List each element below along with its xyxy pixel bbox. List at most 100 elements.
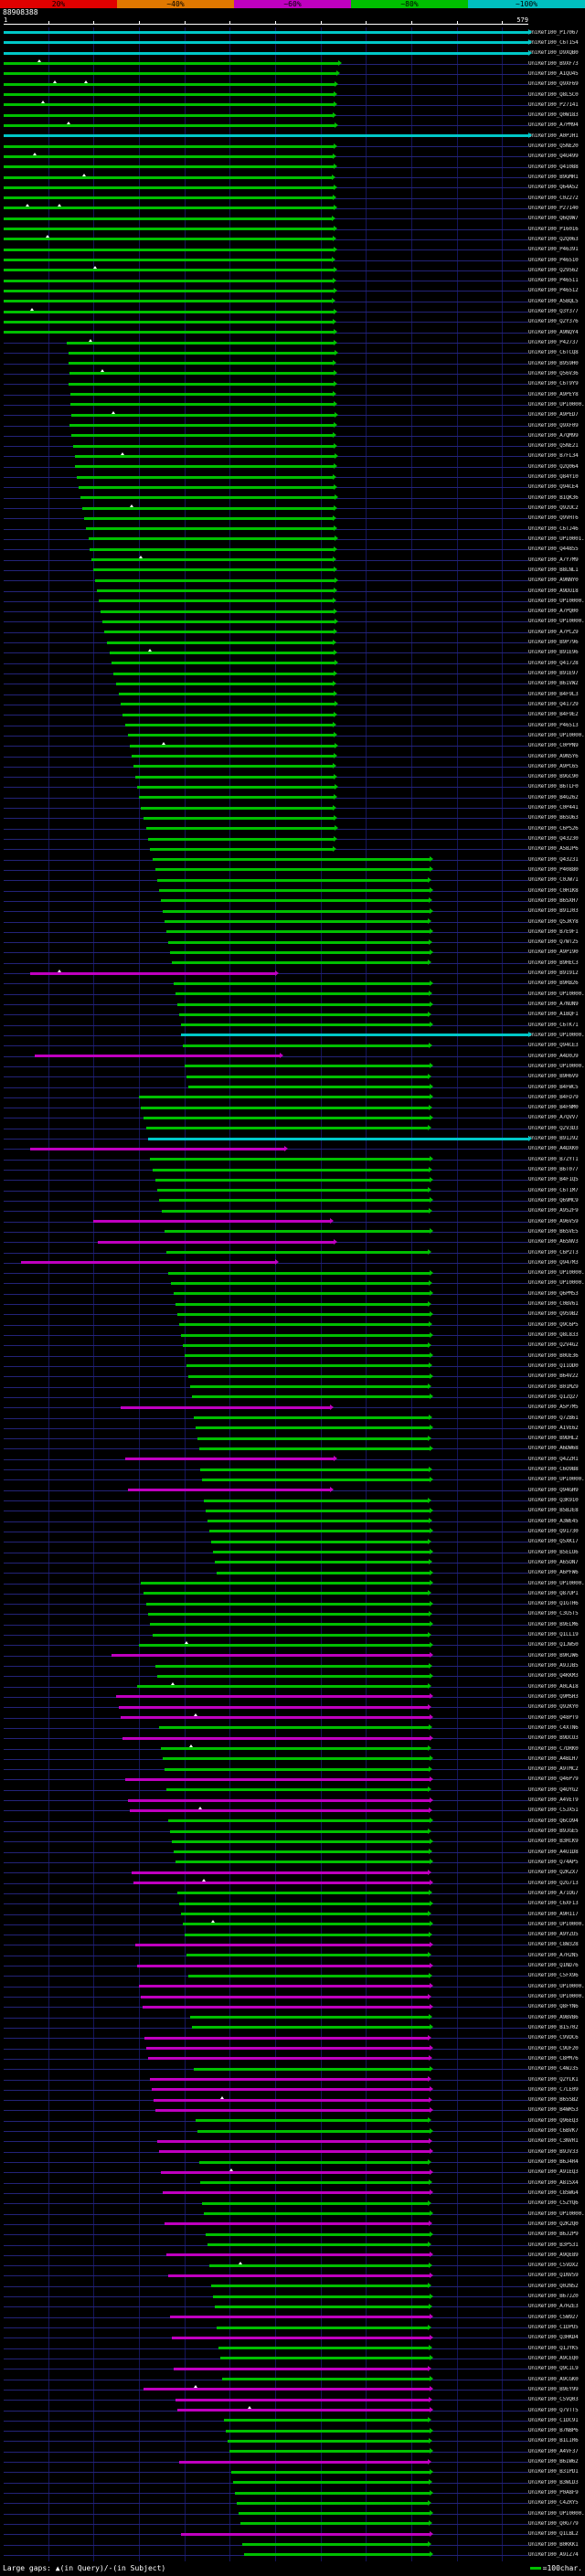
hit-label[interactable]: UniRef100_B8LNL1 (528, 567, 579, 573)
hit-bar[interactable] (226, 2427, 433, 2433)
hit-label[interactable]: UniRef100_C4XTN6 (528, 1724, 579, 1731)
hit-bar[interactable] (140, 1580, 433, 1586)
hit-bar[interactable] (207, 1518, 432, 1524)
hit-label[interactable]: UniRef100_B9ELM6 (528, 1621, 579, 1627)
hit-bar[interactable] (138, 1983, 433, 1989)
hit-bar[interactable] (145, 825, 339, 832)
hit-label[interactable]: UniRef100_A9TMC2 (528, 1766, 579, 1773)
hit-bar[interactable] (206, 2231, 433, 2237)
hit-label[interactable]: UniRef100_C3NVR1 (528, 2138, 579, 2145)
hit-bar[interactable] (176, 1001, 433, 1007)
hit-bar[interactable] (107, 639, 337, 645)
hit-label[interactable]: UniRef100_Q1JW50 (528, 1642, 579, 1648)
hit-label[interactable]: UniRef100_A7PQ00 (528, 609, 579, 615)
hit-label[interactable]: UniRef100_B9GC90 (528, 774, 579, 780)
hit-bar[interactable] (147, 1610, 432, 1617)
hit-bar[interactable] (171, 2334, 433, 2340)
hit-bar[interactable] (176, 1310, 433, 1317)
hit-bar[interactable] (176, 2406, 433, 2413)
hit-label[interactable]: UniRef100_B4F9E2 (528, 712, 579, 718)
hit-bar[interactable] (4, 152, 337, 159)
hit-bar[interactable] (151, 2086, 433, 2093)
hit-bar[interactable] (158, 2148, 433, 2155)
hit-label[interactable]: UniRef100_C6T9Y9 (528, 381, 579, 387)
hit-label[interactable]: UniRef100_B7E9F1 (528, 928, 579, 935)
hit-label[interactable]: UniRef100_C9VDC6 (528, 2035, 579, 2041)
hit-bar[interactable] (121, 1713, 433, 1721)
hit-bar[interactable] (153, 2095, 432, 2103)
hit-bar[interactable] (145, 1600, 433, 1606)
hit-bar[interactable] (191, 1394, 433, 1400)
hit-bar[interactable] (175, 991, 432, 997)
hit-bar[interactable] (164, 918, 431, 925)
hit-label[interactable]: UniRef100_B9H6V9 (528, 1074, 579, 1080)
hit-label[interactable]: UniRef100_B61VW2 (528, 681, 579, 687)
hit-label[interactable]: UniRef100_Q4ZZR1 (528, 1456, 579, 1462)
hit-label[interactable]: UniRef100_P16016 (528, 226, 579, 232)
hit-label[interactable]: UniRef100_B4F9L3 (528, 691, 579, 697)
hit-bar[interactable] (86, 525, 338, 532)
hit-label[interactable]: UniRef100_UPI0000... (528, 1270, 585, 1277)
hit-label[interactable]: UniRef100_UPI0000... (528, 2510, 585, 2517)
hit-label[interactable]: UniRef100_Q29562 (528, 267, 579, 273)
hit-bar[interactable] (165, 1786, 431, 1793)
hit-label[interactable]: UniRef100_B9EY99 (528, 2386, 579, 2392)
hit-label[interactable]: UniRef100_Q02N52 (528, 2283, 579, 2289)
hit-label[interactable]: UniRef100_B6SU63 (528, 815, 579, 822)
hit-label[interactable]: UniRef100_A9PI90 (528, 949, 579, 956)
hit-label[interactable]: UniRef100_B0UE36 (528, 1352, 579, 1359)
hit-label[interactable]: UniRef100_Q9XF69 (528, 81, 579, 88)
hit-bar[interactable] (165, 2252, 433, 2258)
hit-label[interactable]: UniRef100_Q9CIL9 (528, 2366, 579, 2372)
hit-label[interactable]: UniRef100_C6TJ46 (528, 525, 579, 532)
hit-bar[interactable] (198, 1445, 433, 1451)
hit-label[interactable]: UniRef100_UPI0000... (528, 1477, 585, 1483)
hit-bar[interactable] (171, 1838, 433, 1844)
hit-bar[interactable] (101, 608, 338, 614)
hit-label[interactable]: UniRef100_C1DPU5 (528, 2325, 579, 2331)
hit-bar[interactable] (140, 1993, 431, 1999)
hit-label[interactable]: UniRef100_B91J03 (528, 908, 579, 915)
hit-bar[interactable] (152, 1631, 431, 1638)
hit-bar[interactable] (125, 1776, 433, 1782)
hit-label[interactable]: UniRef100_A1QU45 (528, 70, 579, 77)
hit-bar[interactable] (121, 701, 339, 707)
hit-label[interactable]: UniRef100_UPI0000... (528, 991, 585, 997)
hit-label[interactable]: UniRef100_B01MZ9 (528, 1383, 579, 1390)
hit-bar[interactable] (140, 804, 337, 811)
hit-label[interactable]: UniRef100_Q3HKD4 (528, 2335, 579, 2341)
hit-bar[interactable] (20, 1259, 279, 1266)
hit-label[interactable]: UniRef100_C6BVK7 (528, 2128, 579, 2135)
hit-bar[interactable] (231, 2468, 433, 2475)
hit-label[interactable]: UniRef100_Q1ND76 (528, 1963, 579, 1969)
hit-bar[interactable] (182, 1920, 433, 1927)
hit-label[interactable]: UniRef100_Q4U499 (528, 154, 579, 160)
hit-bar[interactable] (4, 235, 337, 242)
hit-label[interactable]: UniRef100_P40880 (528, 866, 579, 873)
hit-label[interactable]: UniRef100_Q9XF09 (528, 422, 579, 429)
hit-bar[interactable] (175, 1300, 431, 1307)
hit-bar[interactable] (169, 2314, 433, 2320)
hit-label[interactable]: UniRef100_Q6CO94 (528, 1818, 579, 1824)
hit-label[interactable]: UniRef100_C7DRK0 (528, 1745, 579, 1752)
hit-bar[interactable] (71, 432, 337, 439)
hit-bar[interactable] (180, 2530, 433, 2537)
hit-bar[interactable] (119, 1703, 431, 1710)
hit-bar[interactable] (143, 2385, 433, 2392)
hit-label[interactable]: UniRef100_B5BJE8 (528, 1508, 579, 1514)
hit-bar[interactable] (182, 1042, 432, 1048)
hit-label[interactable]: UniRef100_Q56V36 (528, 370, 579, 376)
hit-bar[interactable] (91, 556, 337, 563)
hit-label[interactable]: UniRef100_Q8L833 (528, 1332, 579, 1339)
hit-bar[interactable] (158, 1724, 432, 1731)
hit-bar[interactable] (152, 1166, 432, 1172)
hit-label[interactable]: UniRef100_B6J4R4 (528, 2159, 579, 2166)
hit-label[interactable]: UniRef100_C0PPN9 (528, 743, 579, 749)
hit-label[interactable]: UniRef100_P46513 (528, 722, 579, 728)
hit-bar[interactable] (71, 410, 339, 418)
hit-bar[interactable] (173, 980, 433, 986)
hit-bar[interactable] (240, 2520, 432, 2527)
hit-bar[interactable] (4, 204, 338, 211)
hit-bar[interactable] (204, 2210, 433, 2217)
hit-label[interactable]: UniRef100_A9NSY6 (528, 753, 579, 759)
